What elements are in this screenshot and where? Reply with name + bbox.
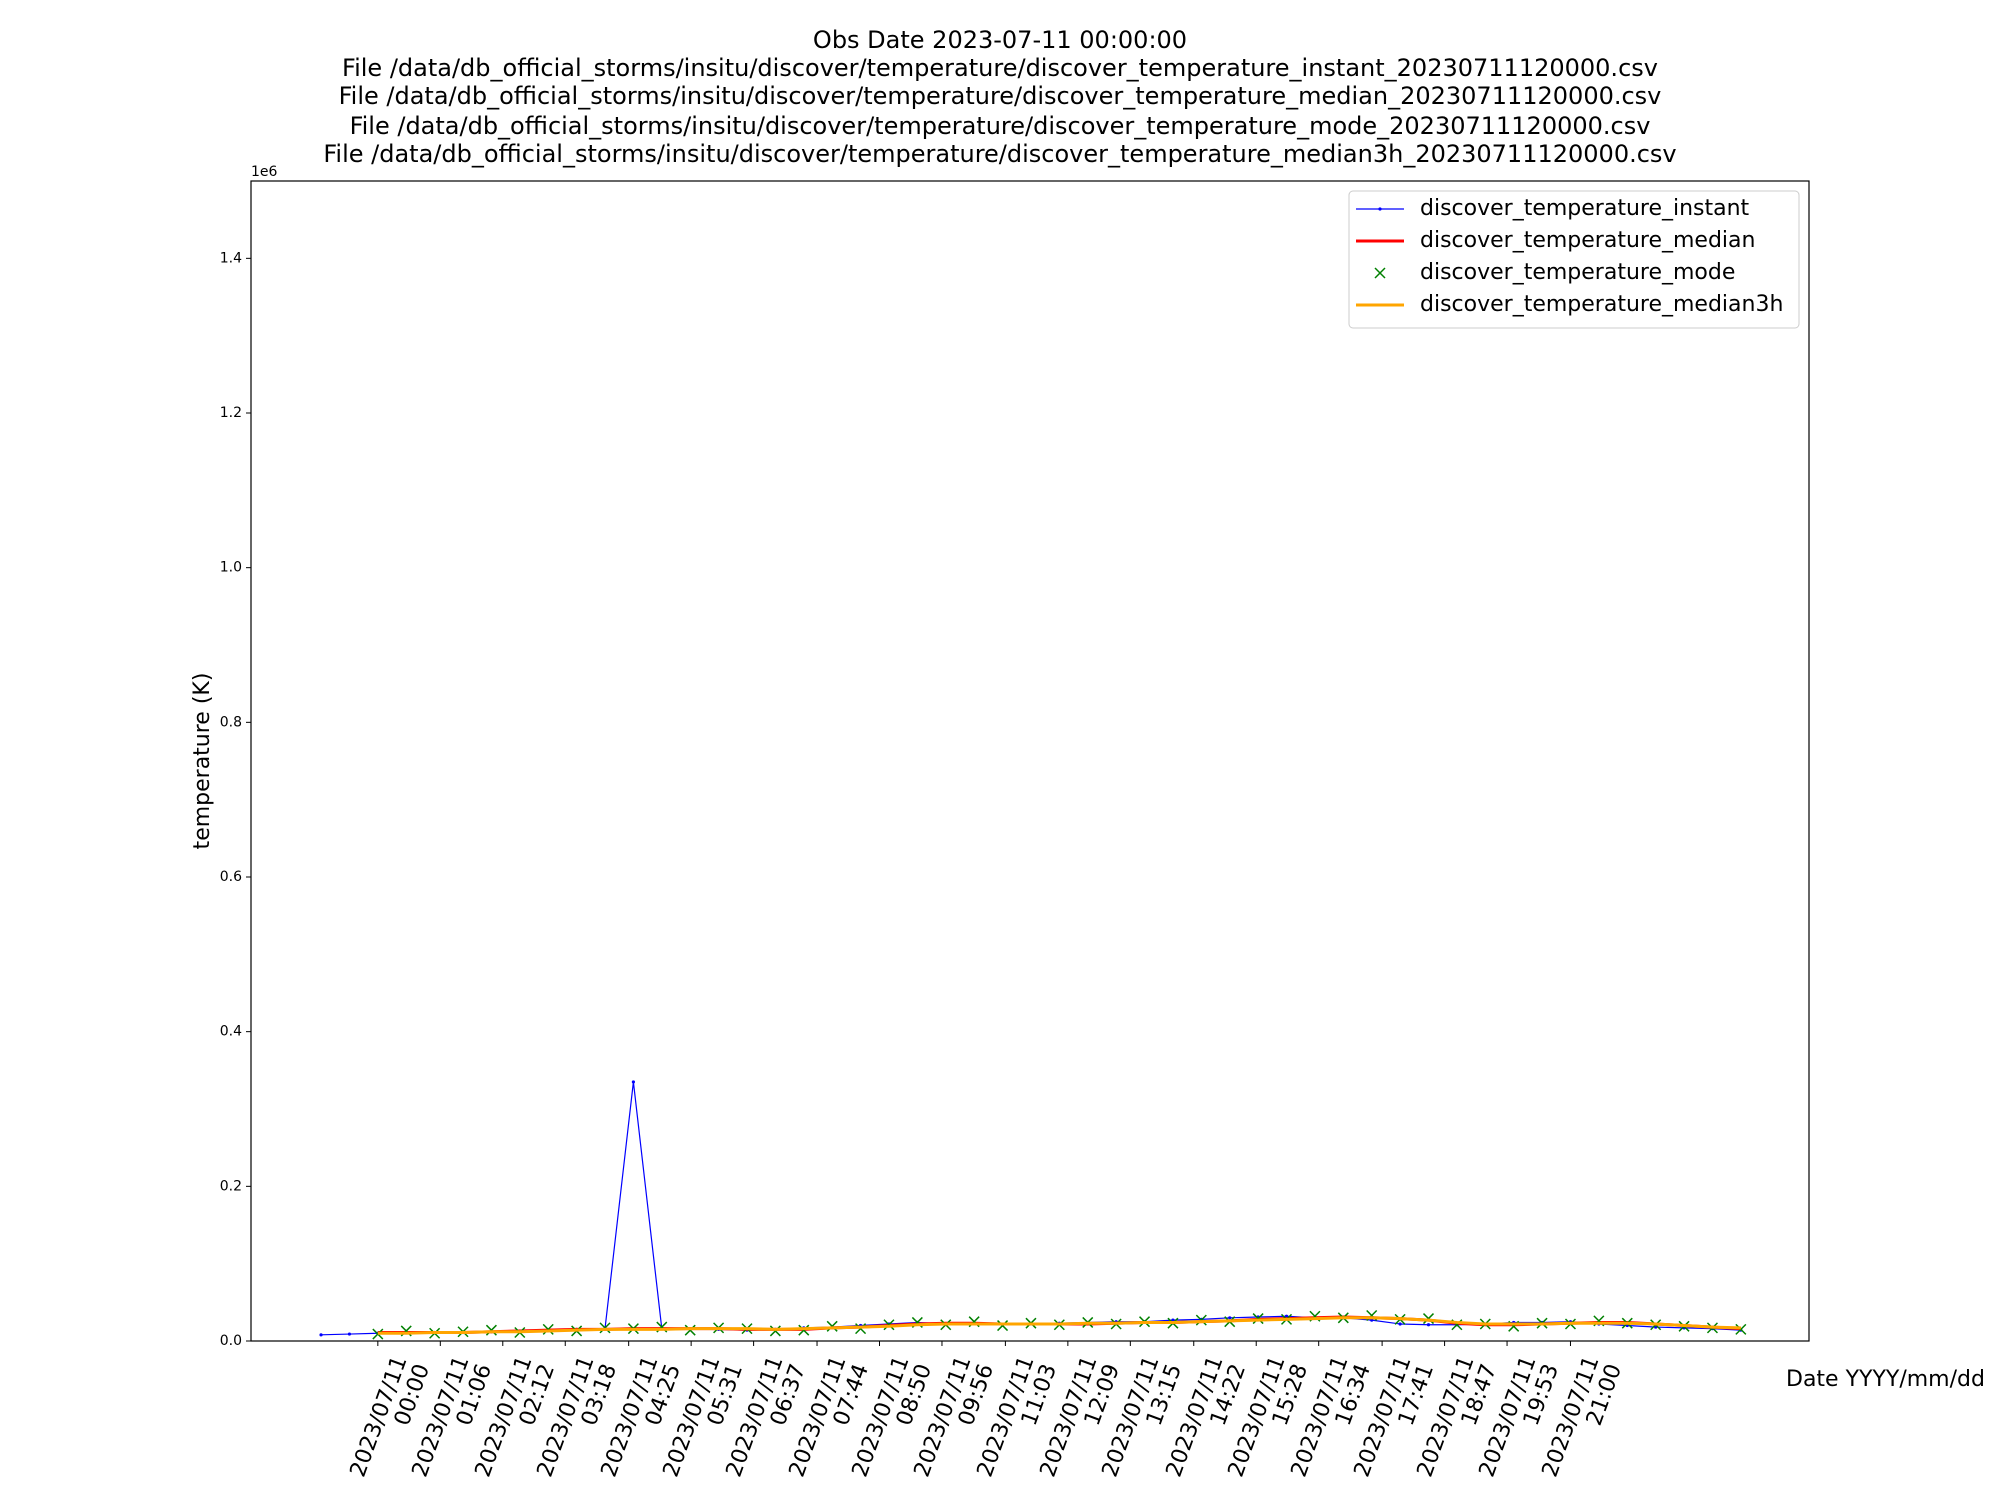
mode-marker [542,1323,554,1335]
mode-marker [769,1325,781,1337]
legend-label: discover_temperature_median3h [1420,292,1783,317]
y-axis-label: temperature (K) [190,673,215,850]
y-tick-label: 1.0 [220,560,242,576]
legend-marker [1374,267,1386,279]
mode-marker [1735,1323,1747,1335]
chart-title: File /data/db_official_storms/insitu/dis… [339,82,1662,110]
y-tick-label: 1.2 [220,405,242,421]
mode-marker [599,1322,611,1334]
mode-marker [485,1324,497,1336]
legend-box [1348,190,1800,329]
plot-frame [250,180,1810,1342]
mode-marker [883,1319,895,1331]
series-line [321,1081,1741,1336]
x-axis-label: Date YYYY/mm/dd [1786,1367,1985,1392]
y-offset-label: 1e6 [251,164,278,180]
series-point [319,1333,323,1337]
y-tick-label: 0.0 [220,1333,242,1349]
legend-label: discover_temperature_median [1420,228,1755,253]
mode-marker [1252,1313,1264,1325]
series-point [1398,1322,1402,1326]
y-tick-label: 0.4 [220,1024,242,1040]
chart-title: File /data/db_official_storms/insitu/dis… [323,140,1676,168]
series-point [347,1332,352,1336]
y-tick-label: 0.6 [220,869,242,885]
series-point [631,1080,636,1084]
chart-title: Obs Date 2023-07-11 00:00:00 [813,26,1187,54]
legend-label: discover_temperature_mode [1420,260,1735,285]
chart-title: File /data/db_official_storms/insitu/dis… [350,112,1651,140]
legend-point [1378,207,1382,211]
mode-marker [1422,1313,1435,1325]
y-tick-label: 0.2 [220,1178,242,1194]
mode-marker [855,1323,867,1335]
mode-marker [826,1320,838,1332]
series-line [377,1316,1741,1335]
series-point [1228,1316,1232,1320]
series-point [1426,1323,1431,1327]
legend-label: discover_temperature_instant [1420,196,1750,221]
mode-marker [997,1319,1009,1332]
mode-marker [798,1324,810,1336]
mode-marker [1195,1314,1207,1326]
y-tick-label: 1.4 [220,250,242,266]
y-tick-label: 0.8 [220,714,242,730]
mode-marker [684,1324,696,1336]
chart-title: File /data/db_official_storms/insitu/dis… [342,54,1658,82]
